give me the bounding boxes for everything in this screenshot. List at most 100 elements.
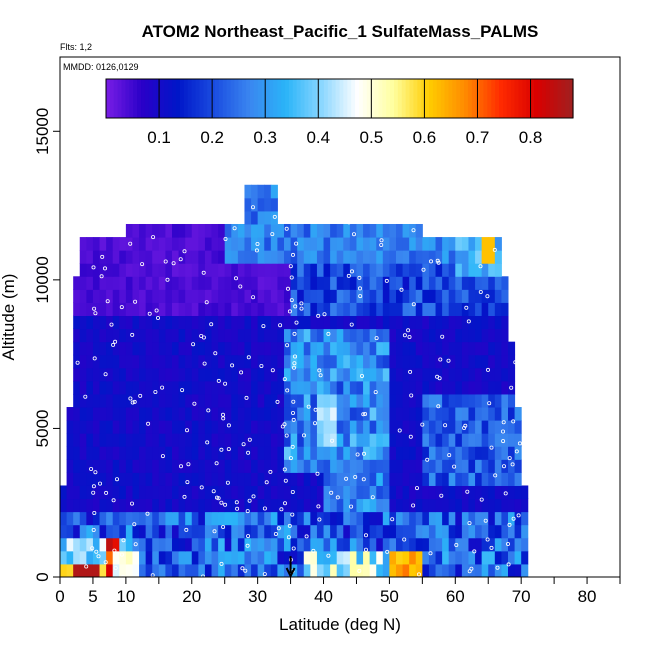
heatmap-cell <box>376 263 384 277</box>
heatmap-cell <box>363 380 371 395</box>
heatmap-cell <box>158 354 166 369</box>
heatmap-cell <box>369 341 377 356</box>
heatmap-cell <box>112 498 120 513</box>
heatmap-cell <box>251 550 259 565</box>
heatmap-cell <box>172 524 180 539</box>
heatmap-cell <box>330 367 338 382</box>
heatmap-cell <box>336 524 344 539</box>
heatmap-cell <box>363 263 371 277</box>
colorbar-swatch <box>172 79 177 118</box>
heatmap-cell <box>139 263 147 277</box>
heatmap-cell <box>172 354 180 369</box>
heatmap-cell <box>152 354 160 369</box>
heatmap-cell <box>461 263 469 277</box>
flight-sample-point <box>154 308 159 313</box>
heatmap-cell <box>442 472 450 486</box>
colorbar-swatch <box>121 79 127 118</box>
heatmap-cell <box>257 315 265 330</box>
heatmap-cell <box>428 315 437 330</box>
heatmap-cell <box>442 393 450 408</box>
heatmap-cell <box>508 393 516 408</box>
heatmap-cell <box>158 341 166 356</box>
heatmap-cell <box>224 237 232 251</box>
heatmap-cell <box>468 341 476 356</box>
heatmap-cell <box>310 250 318 264</box>
heatmap-cell <box>158 433 166 447</box>
heatmap-cell <box>257 485 265 500</box>
heatmap-cell <box>382 341 390 356</box>
heatmap-cell <box>185 250 193 264</box>
heatmap-cell <box>178 263 186 277</box>
heatmap-cell <box>455 550 463 565</box>
flight-sample-point <box>119 552 124 557</box>
heatmap-cell <box>99 459 107 473</box>
flight-sample-point <box>317 368 322 373</box>
heatmap-cell <box>488 250 496 264</box>
heatmap-cell <box>402 459 410 473</box>
colorbar-swatch <box>249 79 255 118</box>
heatmap-cell <box>382 563 390 577</box>
heatmap-cell <box>409 446 417 460</box>
heatmap-cell <box>119 563 127 577</box>
heatmap-cell <box>158 276 166 290</box>
flight-sample-point <box>279 507 284 512</box>
heatmap-cell <box>237 367 245 382</box>
flight-sample-point <box>75 360 80 365</box>
heatmap-cell <box>290 433 298 447</box>
heatmap-cell <box>264 511 272 526</box>
flight-sample-point <box>243 568 248 573</box>
colorbar-swatch <box>218 79 224 118</box>
heatmap-cell <box>415 328 423 343</box>
heatmap-cell <box>310 341 318 356</box>
heatmap-cell <box>132 511 140 526</box>
heatmap-cell <box>218 446 226 460</box>
heatmap-cell <box>501 472 509 486</box>
heatmap-cell <box>172 420 180 434</box>
heatmap-cell <box>185 433 193 447</box>
heatmap-cell <box>468 407 476 421</box>
heatmap-cell <box>488 302 496 317</box>
heatmap-cell <box>422 498 430 513</box>
heatmap-cell <box>73 393 81 408</box>
heatmap-cell <box>86 263 94 277</box>
heatmap-cell <box>422 420 430 434</box>
colorbar-swatch <box>479 79 485 118</box>
heatmap-cell <box>264 237 272 251</box>
heatmap-cell <box>382 315 390 330</box>
heatmap-cell <box>92 563 101 577</box>
heatmap-cell <box>211 550 219 565</box>
heatmap-cell <box>310 289 318 303</box>
heatmap-cell <box>198 537 206 552</box>
flight-sample-point <box>165 277 170 282</box>
heatmap-cell <box>481 459 489 473</box>
heatmap-cell <box>198 250 206 264</box>
heatmap-cell <box>323 237 331 251</box>
colorbar-swatch <box>137 79 142 118</box>
heatmap-cell <box>409 459 417 473</box>
heatmap-cell <box>139 354 147 369</box>
heatmap-cell <box>481 354 489 369</box>
heatmap-cell <box>99 263 107 277</box>
heatmap-cell <box>92 367 101 382</box>
heatmap-cell <box>92 524 101 539</box>
heatmap-cell <box>185 380 193 395</box>
heatmap-cell <box>211 537 219 552</box>
heatmap-cell <box>178 328 186 343</box>
heatmap-cell <box>475 237 483 251</box>
heatmap-cell <box>112 563 120 577</box>
heatmap-cell <box>92 420 101 434</box>
heatmap-cell <box>218 511 226 526</box>
heatmap-cell <box>376 511 384 526</box>
flight-sample-point <box>133 542 138 547</box>
heatmap-cell <box>435 446 443 460</box>
heatmap-cell <box>106 315 114 330</box>
heatmap-cell <box>79 302 87 317</box>
heatmap-cell <box>382 223 390 238</box>
heatmap-cell <box>468 537 476 552</box>
heatmap-cell <box>264 380 272 395</box>
heatmap-cell <box>224 302 232 317</box>
heatmap-cell <box>448 289 456 303</box>
heatmap-cell <box>139 472 147 486</box>
heatmap-cell <box>488 433 496 447</box>
flight-sample-point <box>511 516 516 521</box>
